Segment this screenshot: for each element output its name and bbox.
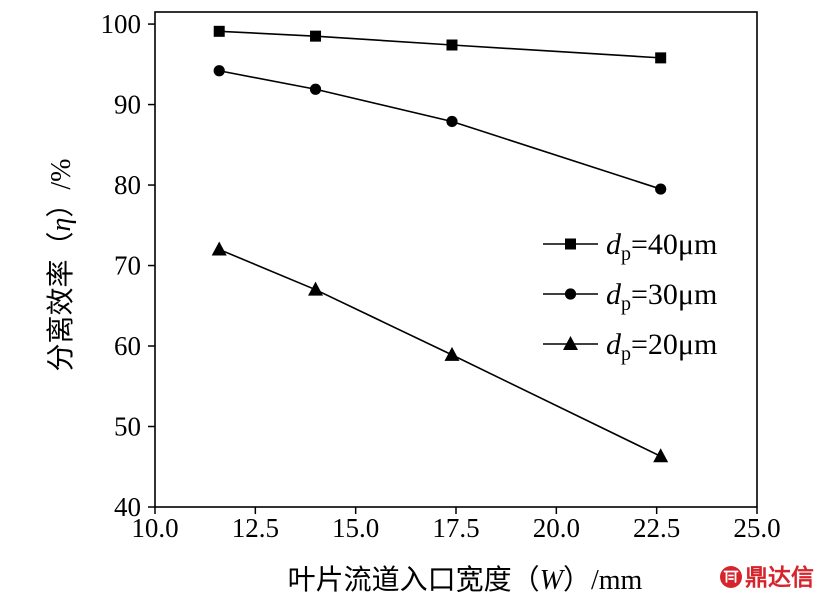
watermark-logo-glyph: [723, 570, 739, 583]
x-axis-title: 叶片流道入口宽度（W）/mm: [288, 564, 643, 596]
legend-label-subscript: p: [621, 293, 631, 315]
series-3-point-4: [653, 448, 669, 463]
axis-title-text: 分离效率（: [45, 231, 77, 371]
series-2-point-3: [446, 115, 458, 128]
y-tick-label: 40: [114, 492, 141, 522]
legend-label-value: =30μm: [631, 278, 717, 311]
y-axis: 40 50 60 70 80 90 100: [101, 9, 155, 522]
legend-label-value: =40μm: [631, 228, 717, 261]
legend-item: dp=30μm: [543, 278, 717, 315]
y-tick-label: 70: [114, 251, 141, 281]
legend-marker: [564, 288, 577, 300]
series-1-point-3: [446, 39, 458, 51]
series-3-point-3: [444, 346, 460, 361]
legend-marker: [565, 238, 576, 250]
axis-title-symbol: W: [540, 565, 566, 596]
plot-frame: [154, 11, 758, 508]
legend-label: dp=40μm: [606, 228, 717, 265]
legend-label-symbol: d: [606, 328, 622, 361]
series-3: [211, 241, 669, 463]
axis-title-unit: ）/mm: [563, 564, 643, 596]
series-layer: [211, 25, 669, 463]
x-tick-label: 22.5: [633, 513, 680, 543]
series-2-line: [219, 69, 661, 190]
series-2-point-4: [655, 183, 667, 195]
y-tick-label: 50: [114, 412, 141, 442]
axis-title-unit: ）/%: [45, 158, 77, 217]
series-3-line: [218, 248, 662, 458]
legend-label: dp=20μm: [606, 328, 717, 365]
x-tick-label: 10.0: [131, 513, 178, 543]
legend-label-subscript: p: [621, 243, 631, 265]
legend-item: dp=40μm: [543, 228, 717, 265]
watermark-logo-icon: [720, 566, 742, 588]
legend-label-symbol: d: [606, 278, 622, 311]
series-2-point-2: [309, 83, 322, 95]
legend-label: dp=30μm: [606, 278, 717, 315]
y-tick-label: 80: [114, 170, 141, 200]
series-3-point-1: [211, 241, 227, 256]
y-tick-label: 90: [114, 90, 141, 120]
y-axis-title: 分离效率（η）/%: [45, 158, 77, 371]
axis-title-symbol: η: [46, 218, 77, 232]
legend-marker: [563, 336, 578, 350]
series-1-point-1: [213, 25, 225, 37]
series-2: [213, 65, 667, 195]
legend-label-subscript: p: [621, 343, 631, 365]
series-1: [213, 25, 667, 64]
x-tick-label: 12.5: [232, 513, 279, 543]
legend-label-value: =20μm: [631, 328, 717, 361]
axis-title-text: 叶片流道入口宽度（: [288, 564, 540, 596]
x-tick-label: 17.5: [432, 513, 479, 543]
x-tick-label: 15.0: [332, 513, 379, 543]
legend-item: dp=20μm: [543, 328, 717, 365]
x-tick-label: 25.0: [733, 513, 780, 543]
watermark-text: 鼎达信: [745, 564, 814, 591]
x-axis: 10.0 12.5 15.0 17.5 20.0 22.5 25.0: [131, 507, 781, 543]
series-1-line: [219, 30, 661, 59]
y-tick-label: 100: [101, 9, 142, 39]
series-2-point-1: [213, 65, 225, 77]
x-tick-label: 20.0: [533, 513, 580, 543]
series-3-point-2: [308, 281, 324, 296]
watermark: 鼎达信: [720, 564, 814, 591]
series-1-point-4: [655, 52, 667, 64]
watermark-logo-circle: [720, 566, 742, 588]
legend-label-symbol: d: [606, 228, 622, 261]
series-1-point-2: [310, 30, 322, 42]
y-tick-label: 60: [114, 331, 141, 361]
